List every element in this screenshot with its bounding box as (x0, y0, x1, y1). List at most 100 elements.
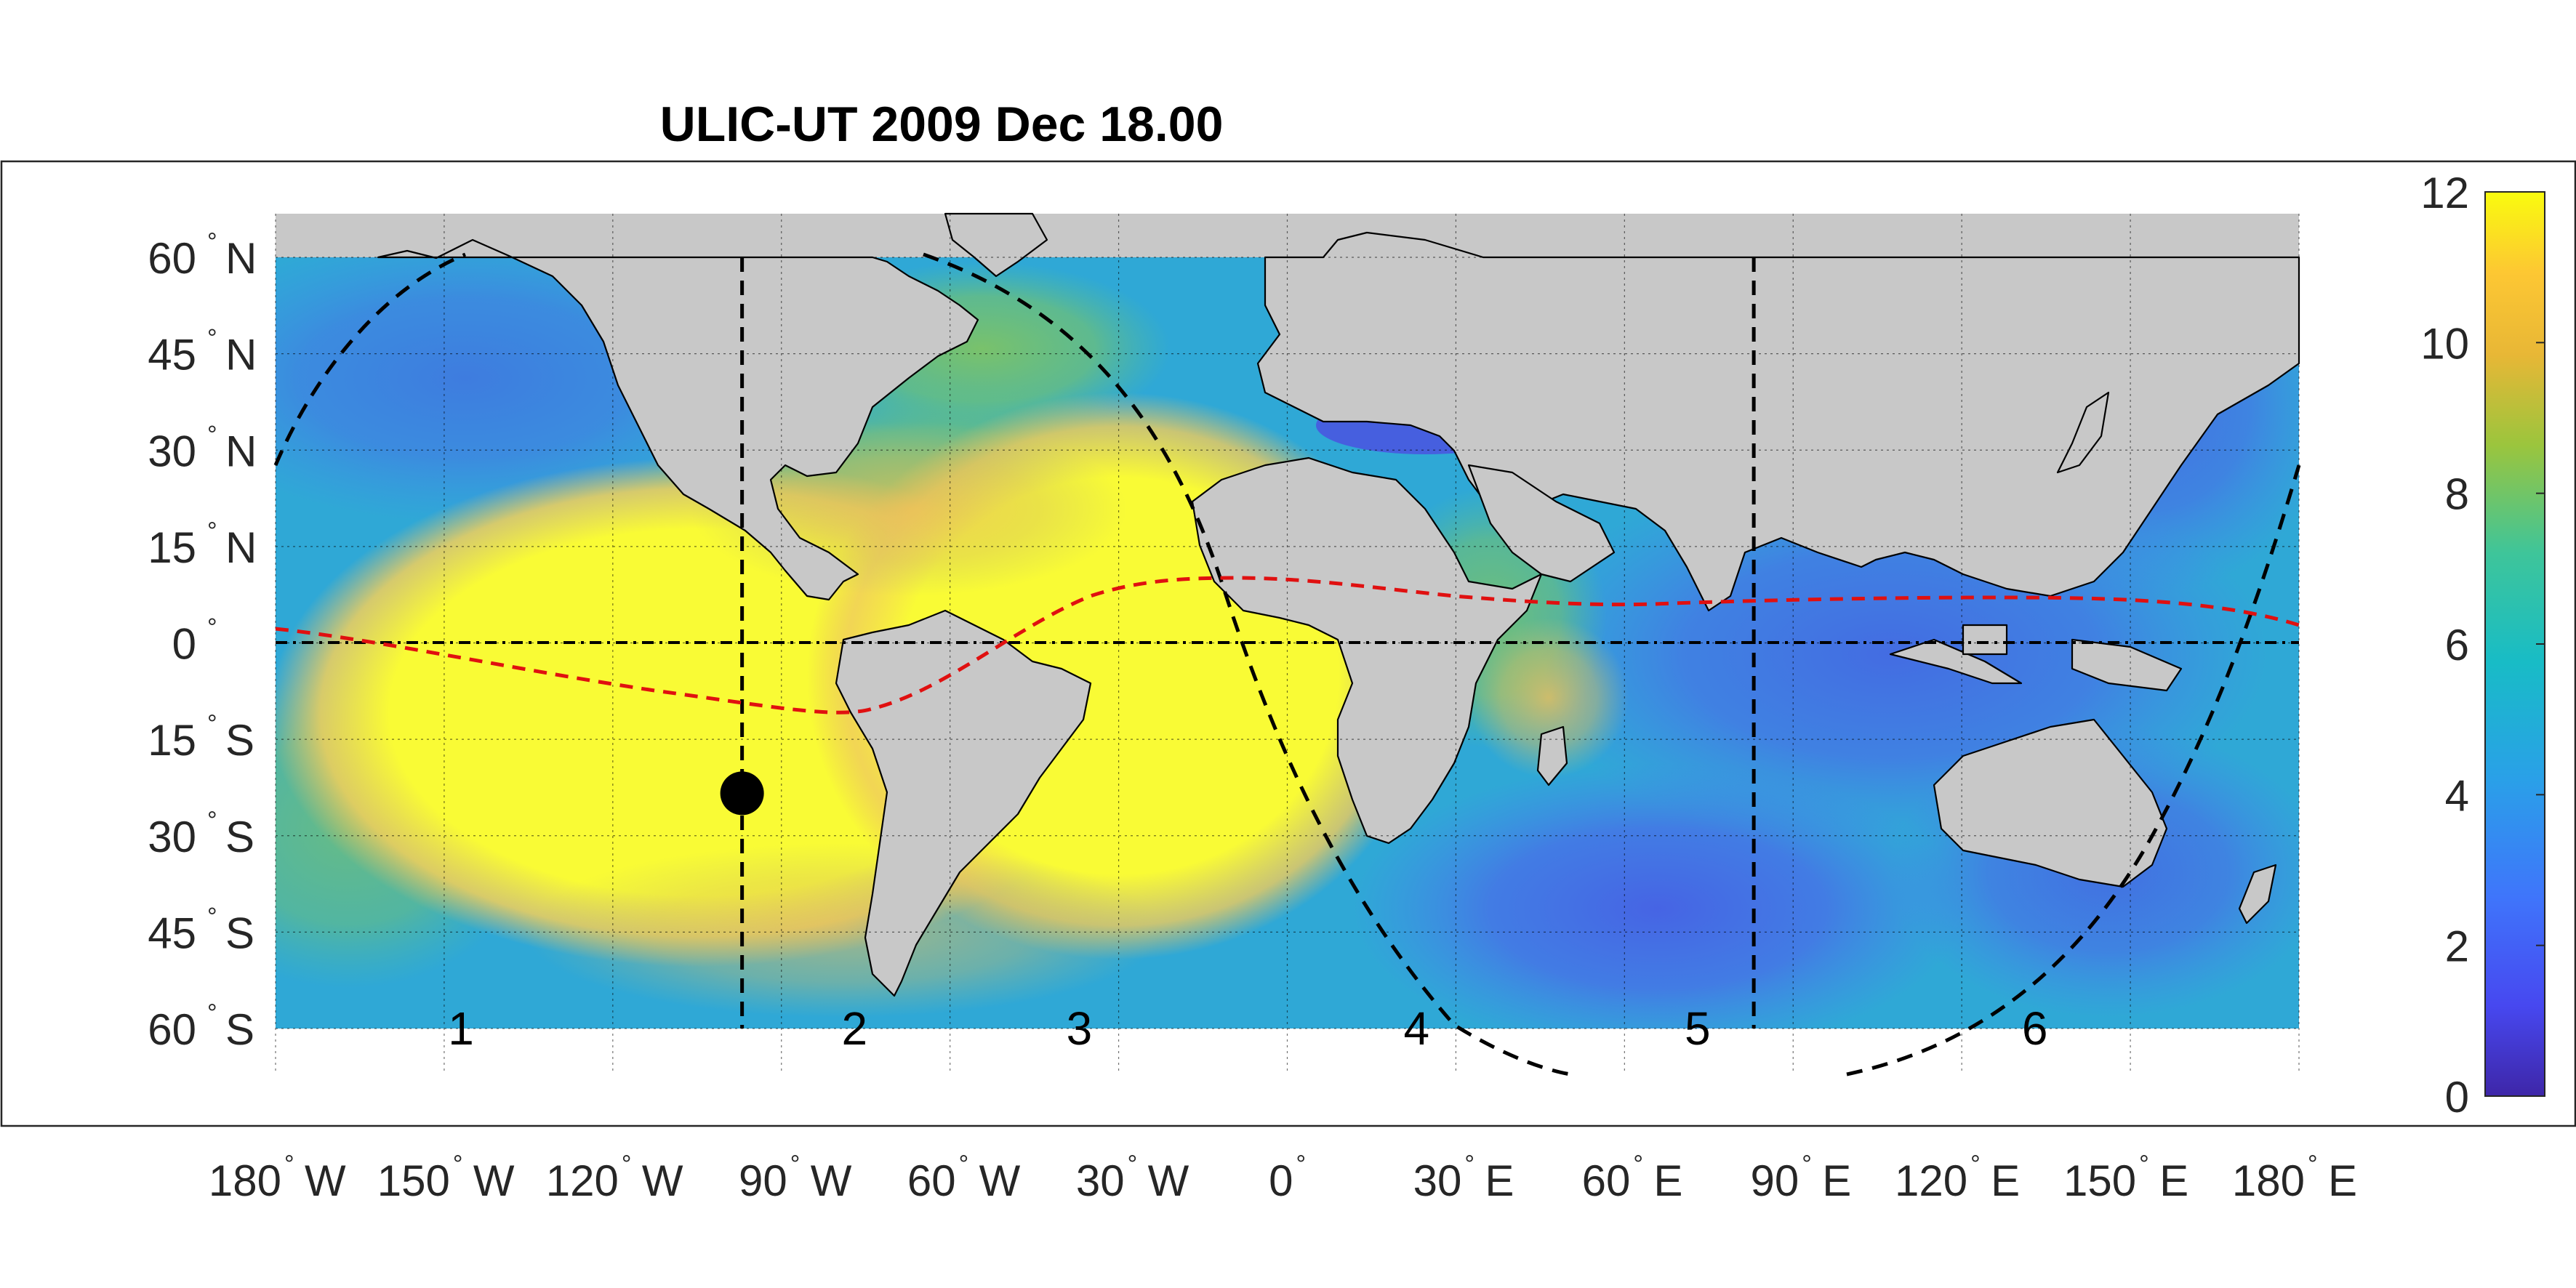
land-japan (2056, 391, 2110, 474)
lat-degree: 15 (148, 716, 196, 765)
lon-tick-label: 180 ° E (2232, 1151, 2357, 1205)
land-australia (1933, 718, 2168, 888)
lat-hemisphere: N (225, 234, 257, 283)
degree-symbol: ° (790, 1151, 801, 1178)
lon-hemisphere: E (2328, 1156, 2357, 1205)
figure-title: ULIC-UT 2009 Dec 18.00 (660, 97, 1224, 152)
lat-degree: 30 (148, 427, 196, 475)
axes-frame (0, 160, 2576, 1127)
land-masses (276, 212, 2300, 997)
lon-degree: 150 (2063, 1156, 2136, 1205)
lat-hemisphere: N (225, 523, 257, 572)
lon-hemisphere: W (642, 1156, 683, 1205)
colorbar-tick-label: 6 (2445, 621, 2469, 669)
lat-degree: 45 (148, 909, 196, 957)
lat-tick-label: 60 ° N (148, 228, 257, 283)
land-new-zealand (2238, 864, 2277, 925)
lon-tick-label: 180 ° W (209, 1151, 346, 1205)
lon-degree: 180 (209, 1156, 281, 1205)
graticule (275, 214, 2300, 1072)
lon-degree: 30 (1076, 1156, 1125, 1205)
land-indonesia (1889, 638, 2023, 685)
lat-hemisphere: N (225, 331, 257, 379)
degree-symbol: ° (959, 1151, 969, 1178)
lon-tick-label: 120 ° W (546, 1151, 683, 1205)
degree-symbol: ° (1128, 1151, 1138, 1178)
land-north-america (377, 238, 979, 601)
lon-tick-label: 60 ° E (1582, 1151, 1683, 1205)
degree-symbol: ° (1970, 1151, 1981, 1178)
degree-symbol: ° (2139, 1151, 2149, 1178)
colorbar-tick-label: 2 (2445, 922, 2469, 971)
degree-symbol: ° (207, 421, 217, 448)
degree-symbol: ° (207, 614, 217, 642)
lon-degree: 30 (1413, 1156, 1462, 1205)
degree-symbol: ° (1464, 1151, 1474, 1178)
lon-tick-label: 90 ° W (739, 1151, 852, 1205)
lon-hemisphere: W (979, 1156, 1021, 1205)
degree-symbol: ° (453, 1151, 463, 1178)
degree-symbol: ° (207, 518, 217, 545)
degree-symbol: ° (2308, 1151, 2318, 1178)
lat-hemisphere: S (225, 813, 254, 861)
sector-labels: 1 2 3 4 5 6 (448, 1002, 2047, 1055)
lon-degree: 60 (907, 1156, 956, 1205)
lon-hemisphere: W (305, 1156, 346, 1205)
colorbar-labels: 12 10 8 6 4 2 0 (2420, 169, 2545, 1122)
colorbar (2484, 191, 2545, 1097)
lat-tick-label: 45 ° N (148, 325, 257, 379)
lon-degree: 150 (377, 1156, 450, 1205)
lon-hemisphere: W (1148, 1156, 1189, 1205)
lon-tick-label: 90 ° E (1751, 1151, 1852, 1205)
degree-symbol: ° (207, 903, 217, 930)
degree-symbol: ° (1802, 1151, 1812, 1178)
longitude-labels: 180 ° W 150 ° W 120 ° W 90 ° W 60 ° W 30 ° W 0 ° 30 ° E 60 ° E 90 °… (209, 1151, 2357, 1205)
lon-degree: 0 (1269, 1156, 1293, 1205)
degree-symbol: ° (207, 710, 217, 738)
lon-degree: 120 (546, 1156, 619, 1205)
lon-degree: 60 (1582, 1156, 1631, 1205)
lon-tick-label: 30 ° W (1076, 1151, 1189, 1205)
degree-symbol: ° (207, 325, 217, 353)
degree-symbol: ° (622, 1151, 632, 1178)
colorbar-tick-label: 0 (2445, 1073, 2469, 1122)
lon-degree: 120 (1895, 1156, 1967, 1205)
land-south-america (835, 609, 1092, 997)
degree-symbol: ° (1296, 1151, 1307, 1178)
lon-tick-label: 150 ° W (377, 1151, 515, 1205)
degree-symbol: ° (207, 807, 217, 834)
degree-symbol: ° (207, 999, 217, 1027)
lat-tick-label: 30 ° N (148, 421, 257, 475)
lon-degree: 180 (2232, 1156, 2305, 1205)
sector-number-label: 6 (2022, 1002, 2048, 1055)
land-arabia (1467, 464, 1616, 583)
lat-degree: 15 (148, 523, 196, 572)
degree-symbol: ° (207, 228, 217, 256)
latitude-labels: 60 ° N45 ° N30 ° N15 ° N0 °15 ° S30 ° S45 ° S60 ° S (148, 228, 257, 1054)
terminator-curves (273, 252, 2301, 1076)
lat-hemisphere: S (225, 716, 254, 765)
sector-number-label: 3 (1067, 1002, 1093, 1055)
lon-tick-label: 150 ° E (2063, 1151, 2188, 1205)
degree-symbol: ° (284, 1151, 294, 1178)
lat-degree: 45 (148, 331, 196, 379)
colorbar-tick-label: 12 (2420, 169, 2469, 217)
lon-tick-label: 0 ° (1269, 1151, 1306, 1205)
lon-hemisphere: E (1485, 1156, 1514, 1205)
sector-number-label: 4 (1404, 1002, 1430, 1055)
lon-tick-label: 120 ° E (1895, 1151, 2020, 1205)
dip-equator (275, 576, 2300, 715)
lat-hemisphere: N (225, 427, 257, 475)
lon-hemisphere: E (1653, 1156, 1682, 1205)
lon-hemisphere: W (473, 1156, 515, 1205)
sector-number-label: 2 (841, 1002, 867, 1055)
degree-symbol: ° (1633, 1151, 1643, 1178)
lon-degree: 90 (1751, 1156, 1799, 1205)
lon-tick-label: 60 ° W (907, 1151, 1021, 1205)
lat-hemisphere: S (225, 909, 254, 957)
sector-number-label: 1 (448, 1002, 474, 1055)
lat-tick-label: 60 ° S (148, 999, 254, 1054)
lat-hemisphere: S (225, 1005, 254, 1054)
lat-degree: 0 (172, 620, 196, 669)
sector-boundaries (740, 257, 1756, 1029)
